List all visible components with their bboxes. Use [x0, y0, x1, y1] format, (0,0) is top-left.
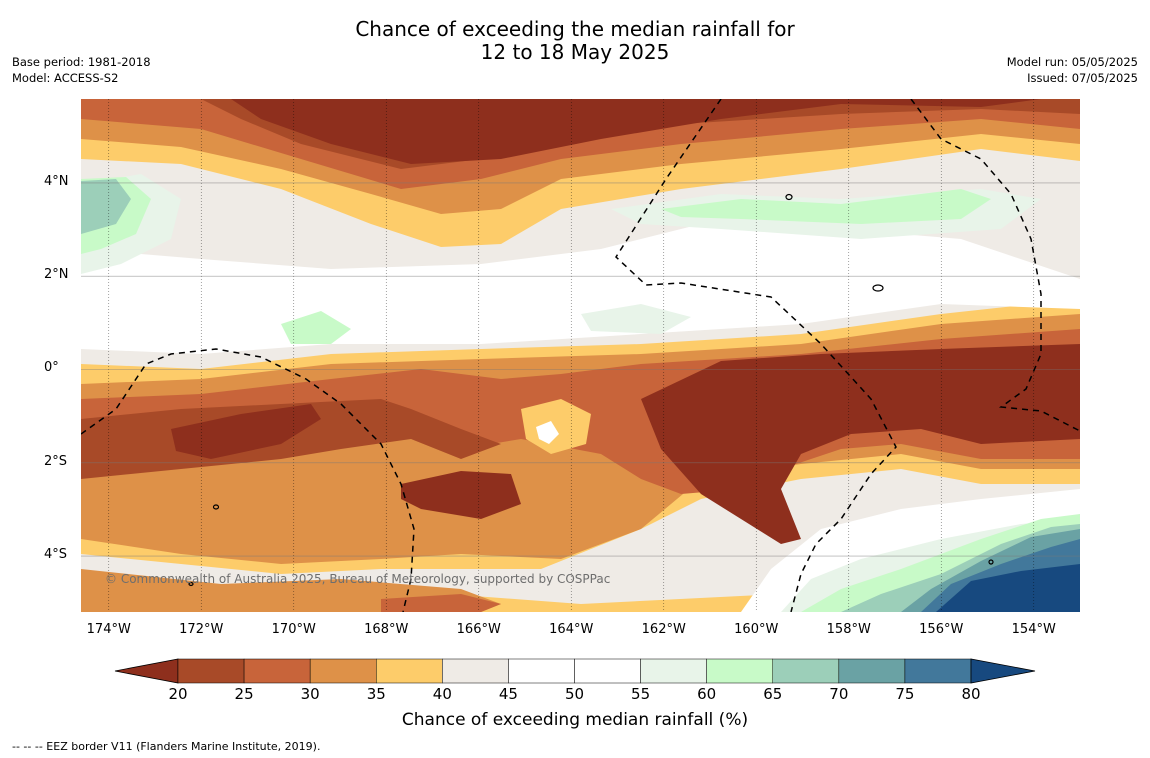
latitude-tick-label: 4°N — [44, 173, 69, 189]
wet-patch-west-70 — [81, 179, 131, 234]
longitude-tick-label: 168°W — [364, 622, 409, 637]
copyright-text: © Commonwealth of Australia 2025, Bureau… — [105, 572, 611, 586]
colorbar-tick-label: 35 — [366, 685, 386, 703]
colorbar-swatch-4 — [442, 658, 509, 684]
eez-legend-note: -- -- -- EEZ border V11 (Flanders Marine… — [12, 740, 321, 753]
colorbar-tick-label: 65 — [763, 685, 783, 703]
island-2 — [212, 504, 220, 510]
core-north-dry — [231, 99, 1041, 164]
meta-right: Model run: 05/05/2025 Issued: 07/05/2025 — [1007, 54, 1138, 86]
colorbar-under-triangle — [114, 658, 179, 684]
longitude-tick-label: 158°W — [826, 622, 871, 637]
colorbar-swatch-5 — [508, 658, 575, 684]
wet-patch-mid — [281, 311, 351, 344]
colorbar-swatch-2 — [309, 658, 377, 684]
eez-borders — [81, 99, 1080, 612]
colorbar-swatch-1 — [243, 658, 311, 684]
title-line-2: 12 to 18 May 2025 — [480, 40, 670, 64]
colorbar-tick-label: 50 — [564, 685, 585, 703]
colorbar-swatch-6 — [574, 658, 641, 684]
colorbar-swatch-7 — [640, 658, 707, 684]
model-text: Model: ACCESS-S2 — [12, 71, 119, 85]
model-run-text: Model run: 05/05/2025 — [1006, 55, 1138, 69]
graticule — [81, 99, 1080, 612]
core-east-dry — [641, 344, 1080, 544]
colorbar-swatch-10 — [838, 658, 906, 684]
longitude-tick-label: 166°W — [456, 622, 501, 637]
longitude-tick-label: 170°W — [271, 622, 316, 637]
longitude-tick-label: 156°W — [919, 622, 964, 637]
eez-border-line-islands — [615, 99, 897, 612]
island-kiritimati — [872, 284, 884, 292]
colorbar-tick-label: 55 — [631, 685, 651, 703]
colorbar-tick-label: 25 — [234, 685, 254, 703]
meta-left: Base period: 1981-2018 Model: ACCESS-S2 — [12, 54, 151, 86]
rainfall-map — [81, 99, 1080, 612]
latitude-tick-label: 2°S — [44, 453, 68, 469]
wet-patch-mid-2 — [581, 304, 691, 334]
longitude-tick-label: 162°W — [641, 622, 686, 637]
longitude-tick-label: 154°W — [1011, 622, 1056, 637]
map-title: Chance of exceeding the median rainfall … — [0, 18, 1150, 64]
band-eq-20 — [81, 399, 501, 479]
eez-border-kiribati-west — [81, 348, 415, 612]
base-period-text: Base period: 1981-2018 — [12, 55, 151, 69]
wet-se-85 — [936, 564, 1080, 612]
pocket-wet-centre — [521, 399, 591, 454]
colorbar-swatch-3 — [376, 658, 443, 684]
colorbar-tick-label: 20 — [168, 685, 188, 703]
colorbar-over-triangle — [970, 658, 1036, 684]
colorbar-tick-label: 40 — [432, 685, 452, 703]
title-line-1: Chance of exceeding the median rainfall … — [355, 17, 795, 41]
colorbar-tick-label: 60 — [697, 685, 717, 703]
island-1 — [785, 193, 793, 201]
colorbar-swatch-11 — [904, 658, 972, 684]
colorbar — [114, 658, 1036, 684]
latitude-tick-label: 0° — [44, 360, 59, 376]
colorbar-swatch-8 — [706, 658, 774, 684]
longitude-tick-label: 164°W — [549, 622, 594, 637]
islands — [188, 193, 994, 587]
colorbar-title: Chance of exceeding median rainfall (%) — [401, 710, 749, 730]
wet-patch-north-65 — [661, 189, 991, 224]
core-mid-dry — [401, 471, 521, 519]
colorbar-swatch-0 — [177, 658, 245, 684]
colorbar-tick-label: 75 — [895, 685, 915, 703]
colorbar-tick-label: 70 — [829, 685, 849, 703]
pocket-white-centre — [536, 421, 559, 444]
band-south-25 — [381, 594, 501, 612]
map-svg — [81, 99, 1080, 612]
colorbar-tick-label: 45 — [498, 685, 518, 703]
eez-border-east — [910, 99, 1080, 432]
longitude-tick-label: 174°W — [86, 622, 131, 637]
core-west-dry — [171, 404, 321, 459]
longitude-tick-label: 160°W — [734, 622, 779, 637]
latitude-tick-label: 2°N — [44, 267, 69, 283]
colorbar-tick-label: 80 — [961, 685, 981, 703]
issued-text: Issued: 07/05/2025 — [1027, 71, 1138, 85]
island-3 — [188, 581, 194, 587]
latitude-tick-label: 4°S — [44, 547, 68, 563]
longitude-tick-label: 172°W — [179, 622, 224, 637]
island-4 — [988, 559, 994, 565]
colorbar-tick-label: 30 — [300, 685, 320, 703]
colorbar-swatch-9 — [772, 658, 840, 684]
